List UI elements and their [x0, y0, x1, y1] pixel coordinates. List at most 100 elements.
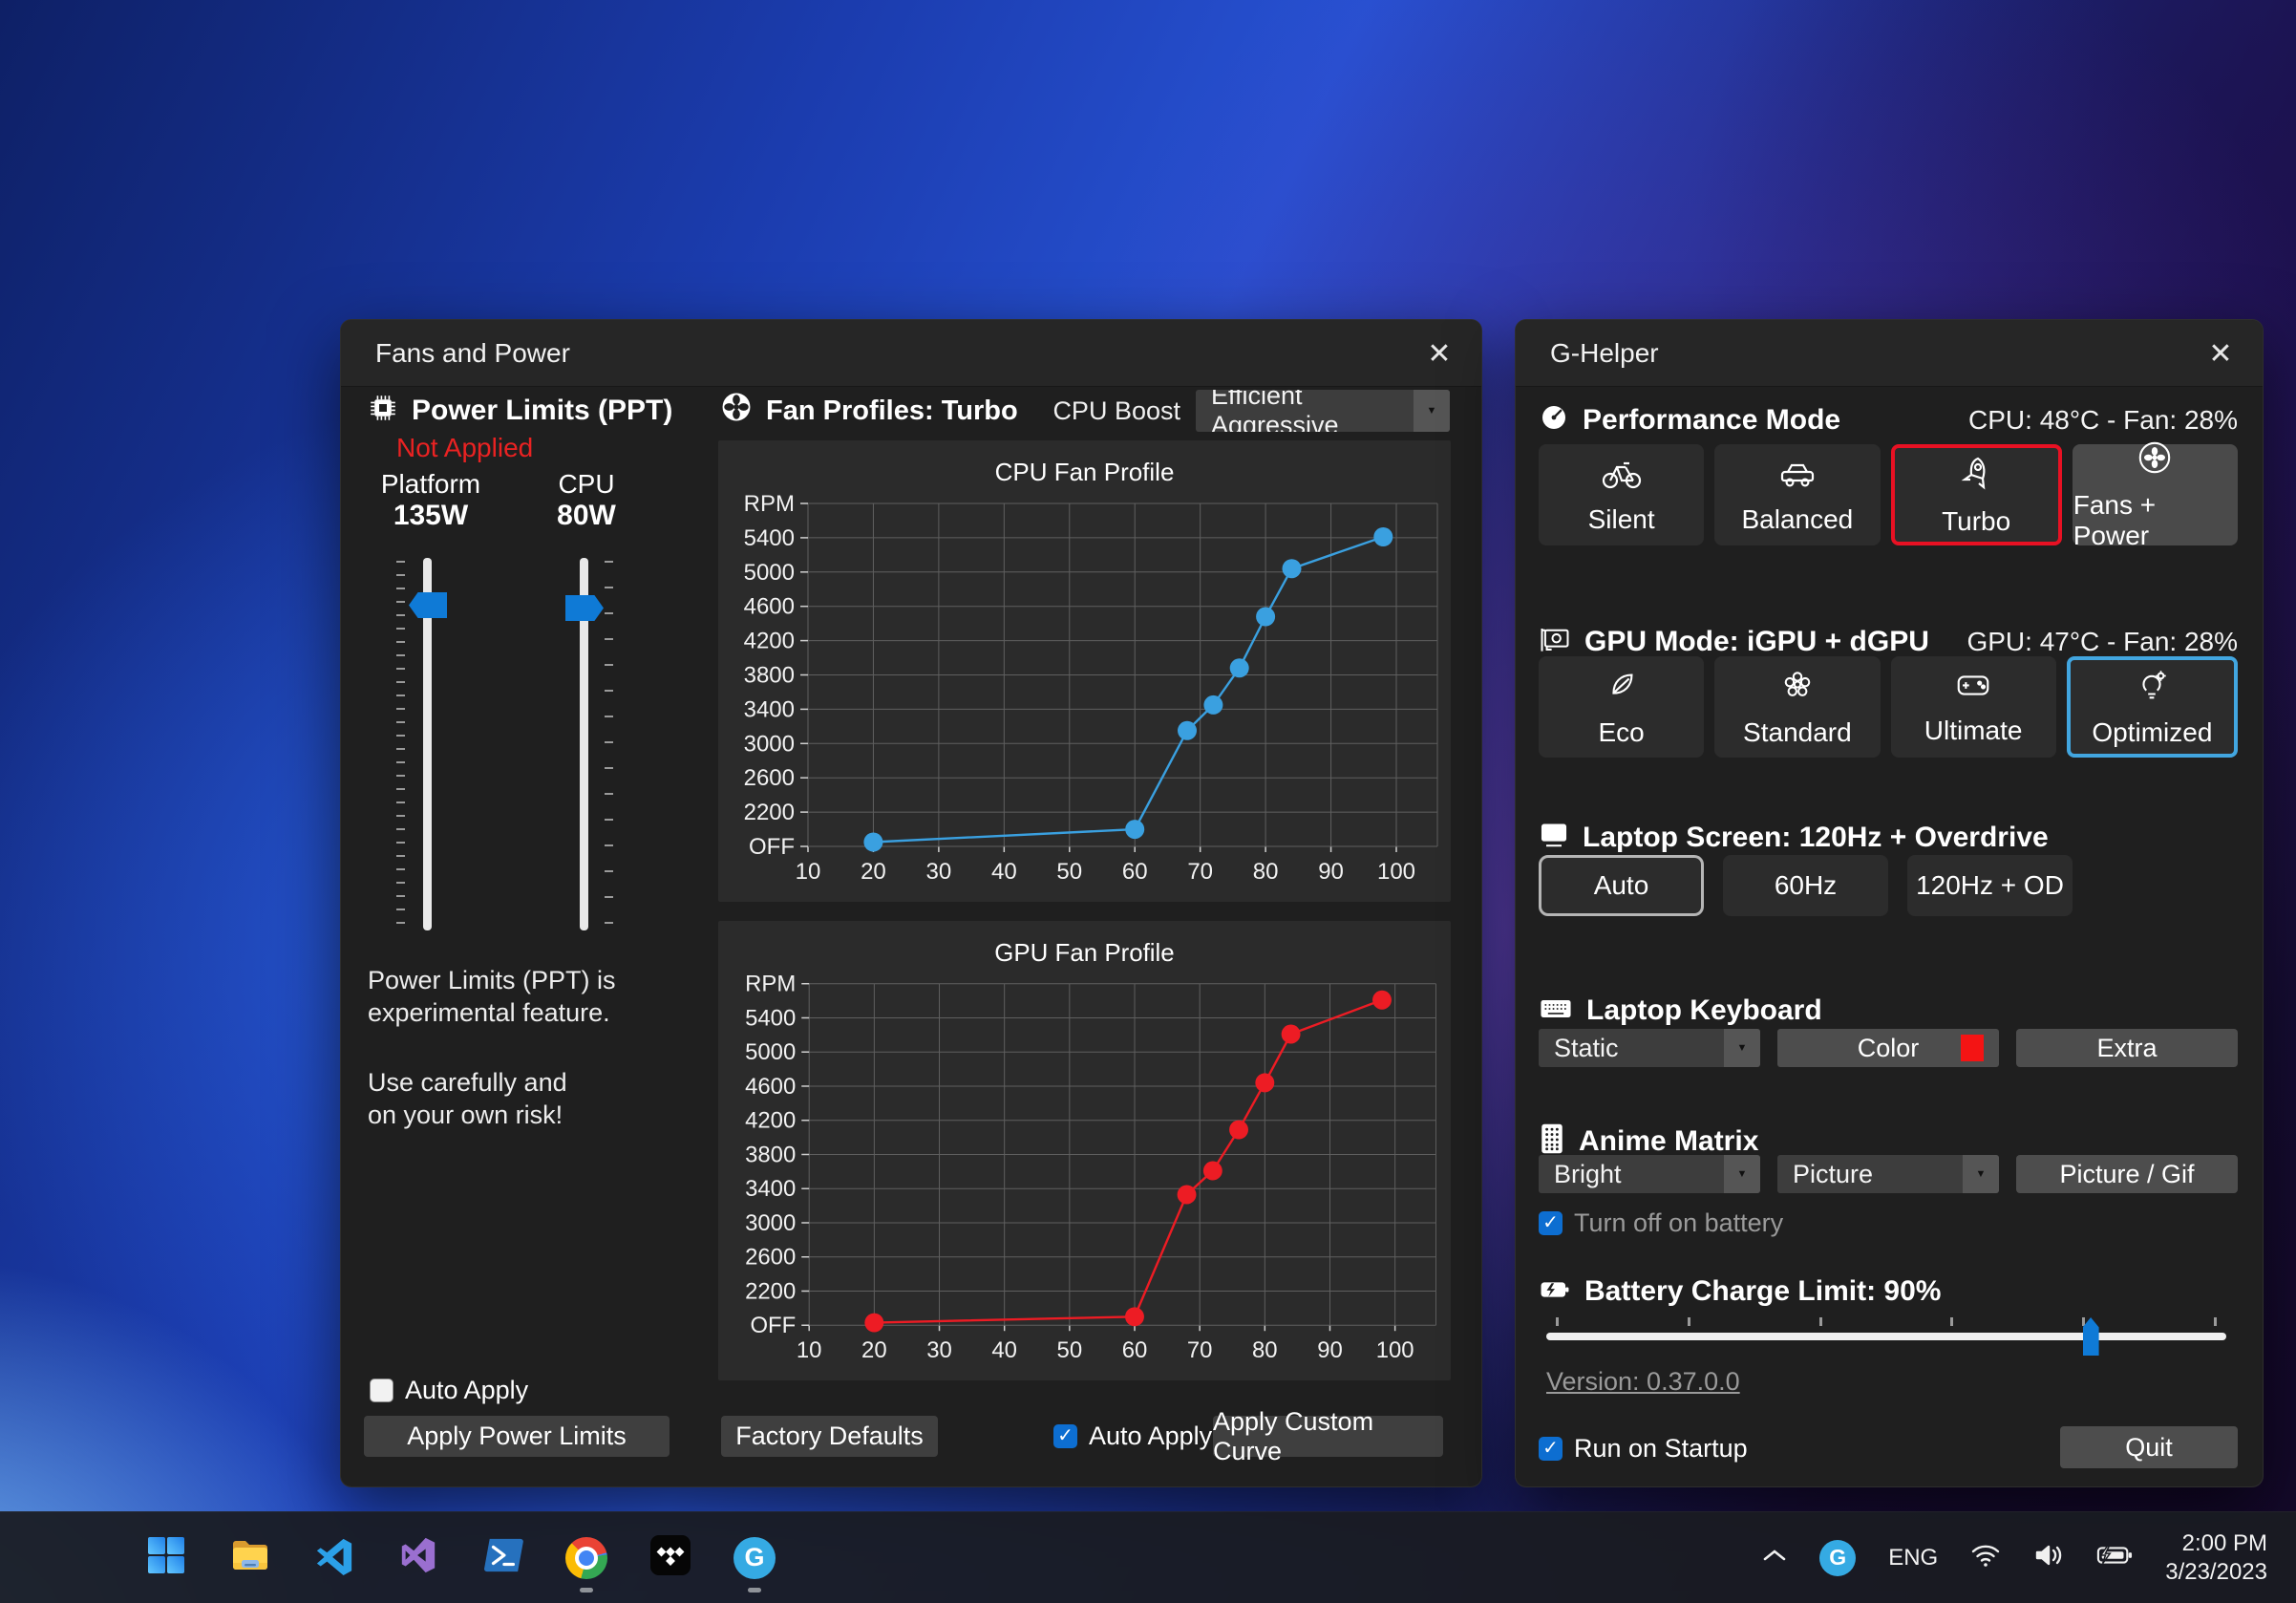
cpu-fan-chart[interactable]: CPU Fan Profile 10 20 30 40 50 60 70 80 90 100 RPM 5…	[718, 440, 1451, 902]
curve-auto-apply: Auto Apply	[1053, 1416, 1212, 1457]
version-link[interactable]: Version: 0.37.0.0	[1546, 1367, 1740, 1396]
cpu-boost-value: Efficient Aggressive	[1211, 390, 1339, 432]
chrome-button[interactable]	[565, 1536, 607, 1592]
vscode-button[interactable]	[313, 1537, 355, 1579]
performance-turbo-button[interactable]: Turbo	[1890, 444, 2062, 545]
keyboard-mode-dropdown[interactable]: Static	[1539, 1029, 1760, 1067]
power-limits-header: Power Limits (PPT)	[368, 393, 672, 428]
ghelper-titlebar[interactable]: G-Helper	[1516, 320, 2263, 387]
chevron-down-icon[interactable]	[1724, 1029, 1760, 1067]
apply-custom-curve-button[interactable]: Apply Custom Curve	[1213, 1407, 1443, 1465]
gpu-optimized-button[interactable]: Optimized	[2066, 656, 2238, 758]
svg-text:RPM: RPM	[744, 491, 795, 517]
volume-icon[interactable]	[2033, 1542, 2064, 1573]
chevron-up-icon[interactable]	[1762, 1548, 1787, 1568]
battery-header-row: Battery Charge Limit: 90%	[1539, 1275, 2238, 1308]
laptop-keyboard-header-row: Laptop Keyboard	[1539, 994, 2238, 1027]
platform-value: 135W	[393, 500, 469, 531]
performance-silent-button[interactable]: Silent	[1539, 444, 1705, 545]
svg-text:5400: 5400	[744, 525, 795, 551]
gpu-eco-button[interactable]: Eco	[1539, 656, 1705, 758]
svg-text:2600: 2600	[744, 765, 795, 791]
gpu-ultimate-button[interactable]: Ultimate	[1890, 656, 2056, 758]
clock[interactable]: 2:00 PM 3/23/2023	[2165, 1529, 2267, 1587]
cpu-value: 80W	[557, 500, 616, 531]
cpu-boost-dropdown[interactable]: Efficient Aggressive	[1196, 390, 1450, 432]
wifi-icon[interactable]	[1970, 1543, 2001, 1572]
matrix-picture-gif-button[interactable]: Picture / Gif	[2016, 1155, 2238, 1193]
matrix-mode-dropdown[interactable]: Picture	[1777, 1155, 1999, 1193]
cpu-slider-handle[interactable]	[565, 595, 604, 621]
chip-icon	[368, 393, 398, 428]
anime-matrix-title: Anime Matrix	[1579, 1124, 1759, 1157]
language-indicator[interactable]: ENG	[1888, 1544, 1939, 1571]
g-helper-button[interactable]: G	[733, 1536, 776, 1592]
performance-mode-header-row: Performance Mode CPU: 48°C - Fan: 28%	[1539, 402, 2238, 438]
svg-text:4200: 4200	[745, 1108, 796, 1134]
laptop-keyboard-title: Laptop Keyboard	[1586, 994, 1822, 1026]
keyboard-color-button[interactable]: Color	[1777, 1029, 1999, 1067]
platform-slider-handle[interactable]	[409, 592, 447, 618]
battery-slider-handle[interactable]	[2082, 1317, 2099, 1356]
gpu-mode-buttons: Eco Standard Ultimate Optimized	[1539, 656, 2238, 758]
apply-power-limits-button[interactable]: Apply Power Limits	[364, 1416, 670, 1457]
matrix-brightness-dropdown[interactable]: Bright	[1539, 1155, 1760, 1193]
power-limits-title: Power Limits (PPT)	[412, 394, 673, 426]
gpu-fan-chart[interactable]: GPU Fan Profile 10 20 30 40 50 60 70 80 90 100 RPM 5…	[718, 921, 1451, 1380]
performance-balanced-button[interactable]: Balanced	[1714, 444, 1881, 545]
battery-charge-slider[interactable]	[1546, 1317, 2226, 1359]
cpu-boost-label: CPU Boost	[1052, 395, 1180, 425]
gpu-standard-button[interactable]: Standard	[1714, 656, 1881, 758]
platform-slider-track[interactable]	[423, 558, 432, 930]
fans-window-titlebar[interactable]: Fans and Power	[341, 320, 1481, 387]
g-helper-window: G-Helper ✕ Performance Mode CPU: 48°C - …	[1515, 319, 2264, 1487]
svg-text:RPM: RPM	[745, 972, 796, 997]
fan-icon	[720, 391, 753, 431]
run-on-startup-row: Run on Startup	[1539, 1434, 1748, 1464]
run-on-startup-checkbox[interactable]	[1539, 1437, 1563, 1461]
taskbar: G G ENG 2:00 PM 3/23/2023	[0, 1511, 2296, 1603]
cpu-slider-track[interactable]	[580, 558, 588, 930]
matrix-brightness-value: Bright	[1554, 1159, 1622, 1188]
svg-text:2600: 2600	[745, 1245, 796, 1271]
chevron-down-icon[interactable]	[1414, 390, 1450, 432]
time: 2:00 PM	[2181, 1529, 2267, 1556]
auto-apply-checkbox[interactable]	[370, 1379, 393, 1402]
powershell-button[interactable]	[481, 1537, 523, 1579]
gpu-temp-status: GPU: 47°C - Fan: 28%	[1966, 626, 2238, 656]
battery-charging-icon[interactable]	[2096, 1544, 2133, 1571]
screen-60hz-button[interactable]: 60Hz	[1723, 855, 1888, 916]
chevron-down-icon[interactable]	[1724, 1155, 1760, 1193]
gpu-card-icon	[1539, 624, 1571, 659]
screen-120hz-od-button[interactable]: 120Hz + OD	[1907, 855, 2073, 916]
svg-text:2200: 2200	[745, 1278, 796, 1304]
bicycle-icon	[1601, 456, 1643, 495]
g-helper-tray-icon[interactable]: G	[1819, 1539, 1857, 1576]
svg-text:50: 50	[1056, 859, 1082, 885]
matrix-battery-toggle-row: Turn off on battery	[1539, 1208, 1783, 1238]
file-explorer-button[interactable]	[229, 1537, 271, 1579]
svg-text:100: 100	[1376, 1337, 1414, 1363]
gamepad-icon	[1953, 669, 1993, 706]
running-indicator	[748, 1587, 761, 1592]
svg-text:4600: 4600	[745, 1074, 796, 1100]
close-icon[interactable]: ✕	[2208, 337, 2233, 370]
anime-matrix-controls-row: Bright Picture Picture / Gif	[1539, 1155, 2238, 1193]
chevron-down-icon[interactable]	[1963, 1155, 1999, 1193]
svg-text:GPU Fan Profile: GPU Fan Profile	[994, 940, 1174, 967]
factory-defaults-button[interactable]: Factory Defaults	[721, 1416, 938, 1457]
turn-off-on-battery-checkbox[interactable]	[1539, 1211, 1563, 1235]
curve-auto-apply-checkbox[interactable]	[1053, 1424, 1077, 1448]
svg-text:5000: 5000	[745, 1039, 796, 1065]
svg-text:90: 90	[1318, 859, 1344, 885]
visual-studio-button[interactable]	[397, 1537, 439, 1579]
screen-auto-button[interactable]: Auto	[1539, 855, 1704, 916]
close-icon[interactable]: ✕	[1427, 337, 1452, 370]
keyboard-extra-button[interactable]: Extra	[2016, 1029, 2238, 1067]
performance-fans-power-button[interactable]: Fans + Power	[2072, 441, 2238, 550]
svg-text:90: 90	[1317, 1337, 1343, 1363]
start-button[interactable]	[145, 1537, 187, 1579]
tidal-button[interactable]	[649, 1535, 691, 1579]
quit-button[interactable]: Quit	[2060, 1426, 2238, 1468]
battery-slider-track[interactable]	[1546, 1333, 2226, 1340]
